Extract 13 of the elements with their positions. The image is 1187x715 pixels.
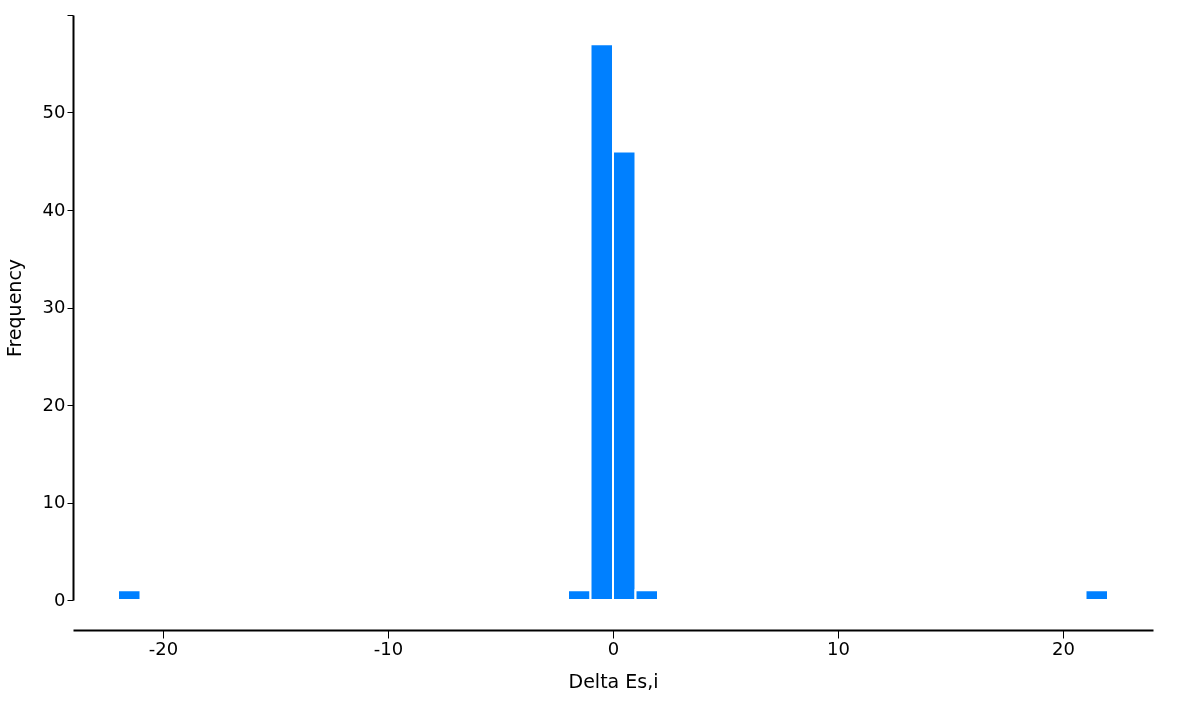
x-axis-title: Delta Es,i bbox=[568, 669, 659, 692]
y-tick-label: 0 bbox=[54, 588, 66, 610]
y-tick-label: 50 bbox=[42, 101, 66, 122]
y-axis-title: Frequency bbox=[2, 258, 25, 358]
x-tick-label: -20 bbox=[148, 637, 179, 659]
x-tick-label: 20 bbox=[1052, 637, 1075, 659]
y-tick-label: 10 bbox=[42, 491, 66, 512]
x-tick-label: -10 bbox=[373, 637, 404, 659]
y-tick-label: 30 bbox=[42, 296, 66, 317]
x-tick-label: 0 bbox=[607, 637, 620, 659]
y-tick-label: 40 bbox=[42, 198, 66, 220]
y-tick-label: 20 bbox=[42, 393, 66, 415]
x-tick-label: 10 bbox=[827, 637, 850, 659]
